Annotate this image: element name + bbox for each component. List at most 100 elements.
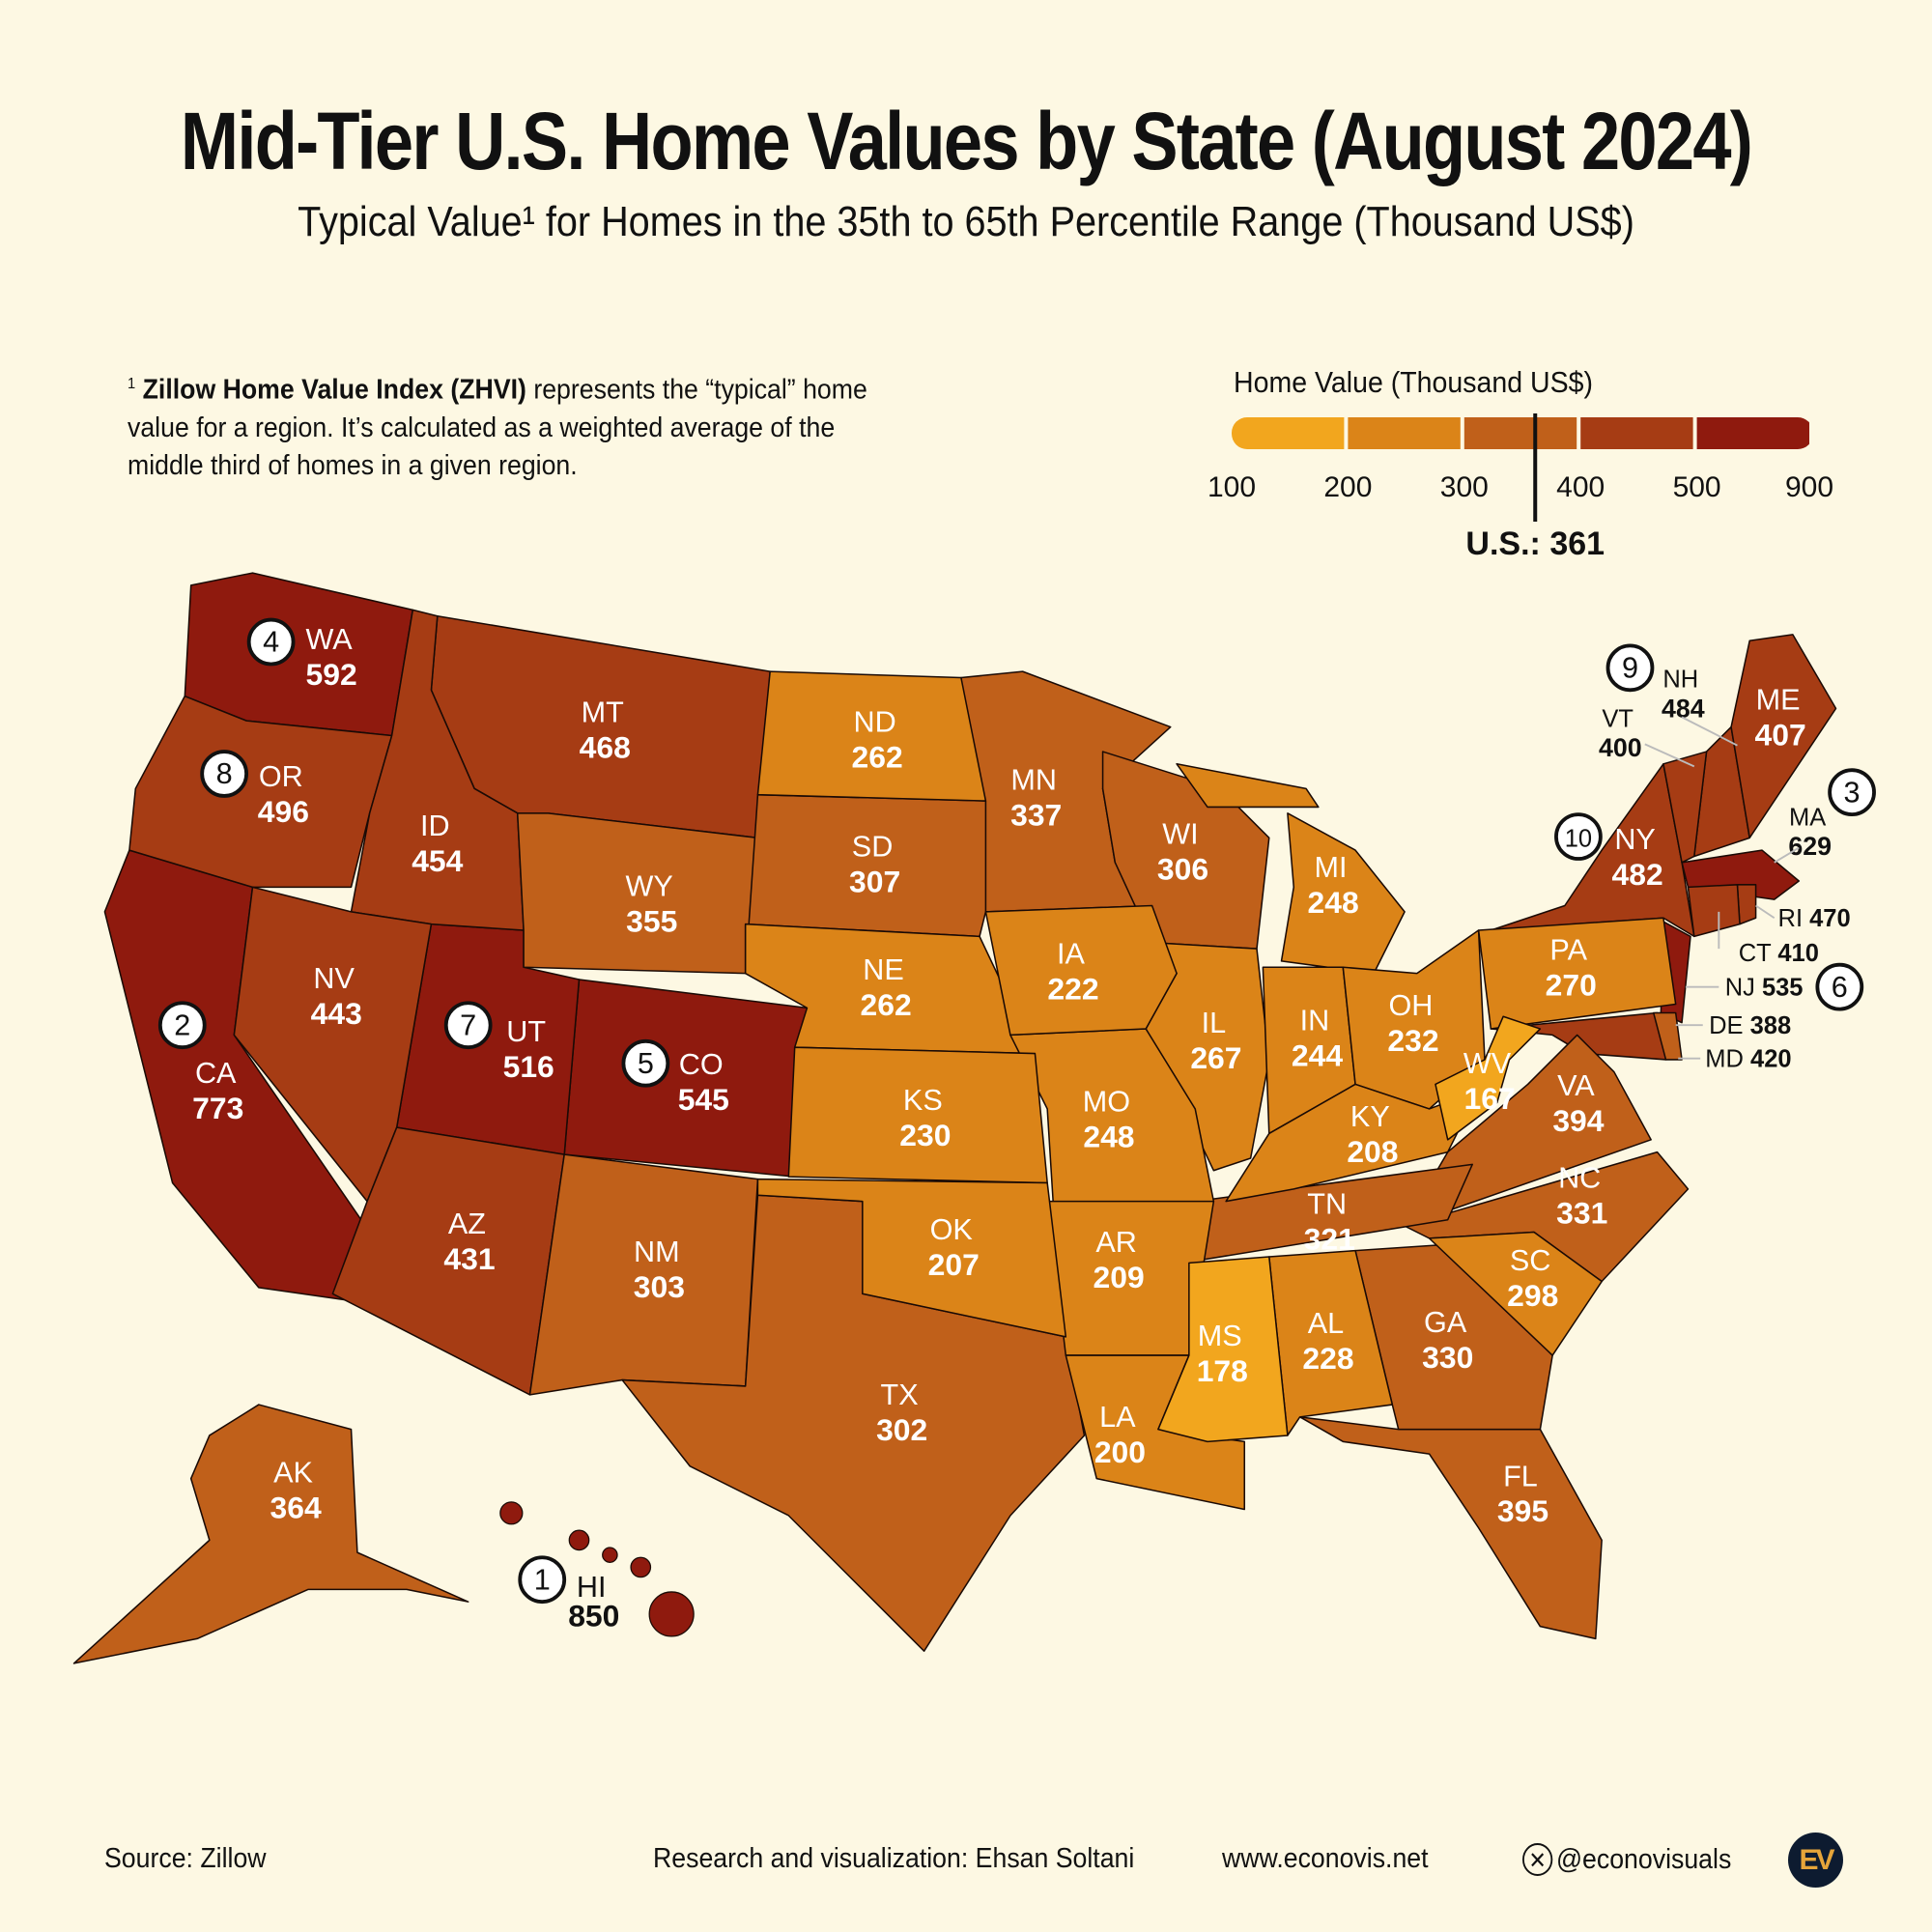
state-label-in: IN xyxy=(1300,1004,1330,1037)
state-me xyxy=(1730,634,1837,839)
state-value-or: 496 xyxy=(258,794,309,829)
footnote-text: represents the “typical” home value for … xyxy=(128,374,867,481)
state-label-mn: MN xyxy=(1010,764,1057,797)
state-sc xyxy=(1428,1231,1603,1356)
state-label-tx: TX xyxy=(881,1378,919,1411)
state-vt xyxy=(1662,751,1708,864)
state-value-az: 431 xyxy=(443,1241,495,1276)
state-label-nj: NJ xyxy=(1725,975,1762,1002)
state-hi-island xyxy=(648,1591,695,1637)
state-fl xyxy=(1298,1416,1603,1640)
state-label-ri: RI xyxy=(1778,905,1810,932)
leader-line-nh xyxy=(1681,716,1738,747)
state-label-wa: WA xyxy=(305,623,353,656)
state-value-sd: 307 xyxy=(849,864,900,898)
footnote-marker: 1 xyxy=(128,376,136,392)
state-nd xyxy=(756,670,987,802)
state-value-ny: 482 xyxy=(1612,857,1663,892)
state-value-wa: 592 xyxy=(306,657,357,692)
state-value-ar: 209 xyxy=(1094,1260,1145,1294)
state-callout-md: MD 420 xyxy=(1705,1046,1791,1073)
state-label-ct: CT xyxy=(1739,940,1778,967)
state-value-co: 545 xyxy=(678,1082,729,1117)
footnote-term: Zillow Home Value Index (ZHVI) xyxy=(142,374,526,406)
state-value-in: 244 xyxy=(1292,1037,1343,1072)
rank-number-ny: 10 xyxy=(1565,825,1592,852)
legend-title: Home Value (Thousand US$) xyxy=(1234,365,1594,399)
state-value-ks: 230 xyxy=(899,1118,951,1152)
state-value-ak: 364 xyxy=(270,1490,322,1524)
state-hi-island xyxy=(630,1556,652,1578)
leader-line-ma xyxy=(1774,846,1800,864)
state-label-co: CO xyxy=(679,1048,724,1081)
state-wv xyxy=(1435,1015,1542,1141)
state-label-mi: MI xyxy=(1315,851,1348,884)
state-label-az: AZ xyxy=(448,1208,486,1240)
state-label-oh: OH xyxy=(1388,989,1433,1022)
rank-badge-or xyxy=(200,750,249,798)
state-label-ar: AR xyxy=(1095,1226,1137,1259)
rank-number-hi: 1 xyxy=(534,1563,551,1596)
state-label-va: VA xyxy=(1557,1069,1595,1102)
rank-number-nh: 9 xyxy=(1622,652,1638,685)
state-value-tx: 302 xyxy=(876,1412,927,1447)
state-label-or: OR xyxy=(259,760,303,793)
state-label-pa: PA xyxy=(1549,934,1587,967)
state-callout-nj: NJ 535 xyxy=(1725,975,1804,1002)
state-value-ia: 222 xyxy=(1047,971,1098,1006)
source-text: Source: Zillow xyxy=(104,1843,267,1874)
state-value-tn: 321 xyxy=(1304,1221,1355,1256)
state-label-nh: NH xyxy=(1662,667,1698,694)
social-handle[interactable]: ✕ @econovisuals xyxy=(1522,1843,1731,1876)
leader-line-ri xyxy=(1755,904,1776,920)
state-value-ca: 773 xyxy=(192,1091,243,1125)
state-ia xyxy=(984,904,1178,1037)
state-value-il: 267 xyxy=(1190,1040,1241,1075)
state-label-ga: GA xyxy=(1424,1306,1467,1339)
footnote: 1 Zillow Home Value Index (ZHVI) represe… xyxy=(128,365,910,485)
state-az xyxy=(331,1126,565,1396)
website-link[interactable]: www.econovis.net xyxy=(1222,1843,1429,1874)
state-value-mo: 248 xyxy=(1083,1119,1134,1153)
state-ms xyxy=(1157,1256,1289,1443)
state-label-ks: KS xyxy=(903,1084,943,1117)
state-value-nm: 303 xyxy=(634,1269,685,1304)
state-label-fl: FL xyxy=(1503,1460,1538,1492)
state-value-nj: 535 xyxy=(1762,975,1804,1002)
state-value-ma: 629 xyxy=(1788,832,1832,861)
rank-badge-ny xyxy=(1554,812,1603,861)
state-value-hi: 850 xyxy=(568,1599,619,1634)
state-value-ct: 410 xyxy=(1777,940,1819,967)
state-value-vt: 400 xyxy=(1599,733,1642,762)
state-value-nc: 331 xyxy=(1556,1196,1607,1231)
state-callout-de: DE 388 xyxy=(1709,1012,1791,1039)
rank-badge-hi xyxy=(518,1555,567,1605)
rank-number-wa: 4 xyxy=(263,626,279,659)
state-value-md: 420 xyxy=(1750,1046,1792,1073)
state-value-ga: 330 xyxy=(1422,1340,1473,1375)
state-value-ut: 516 xyxy=(503,1049,554,1084)
state-label-ma: MA xyxy=(1789,805,1826,832)
state-label-nc: NC xyxy=(1558,1162,1601,1195)
rank-number-or: 8 xyxy=(216,757,233,790)
rank-badge-nj xyxy=(1815,962,1864,1011)
state-label-ok: OK xyxy=(930,1213,974,1246)
state-value-wy: 355 xyxy=(626,903,677,938)
state-label-hi: HI xyxy=(577,1571,607,1604)
rank-number-ca: 2 xyxy=(174,1009,190,1041)
state-label-il: IL xyxy=(1202,1007,1227,1039)
state-label-vt: VT xyxy=(1602,706,1634,733)
rank-badge-ut xyxy=(443,1001,493,1050)
state-ct xyxy=(1687,884,1741,938)
state-value-la: 200 xyxy=(1094,1435,1146,1469)
state-label-ky: KY xyxy=(1350,1100,1390,1133)
state-value-id: 454 xyxy=(412,843,463,878)
state-value-wv: 167 xyxy=(1463,1081,1515,1116)
state-value-nd: 262 xyxy=(852,740,903,775)
state-label-mo: MO xyxy=(1083,1086,1130,1119)
rank-number-co: 5 xyxy=(638,1047,654,1080)
leader-line-vt xyxy=(1644,743,1695,768)
state-hi-island xyxy=(602,1547,618,1563)
state-callout-ct: CT 410 xyxy=(1739,940,1819,967)
